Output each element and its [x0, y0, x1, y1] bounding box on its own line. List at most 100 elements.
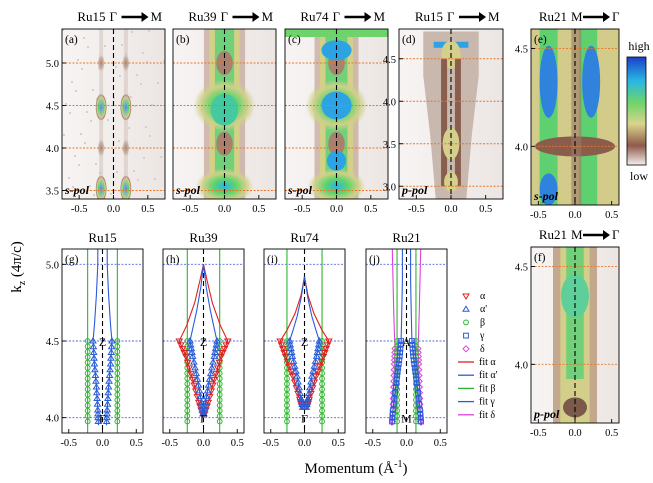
data-point [222, 342, 230, 349]
data-point [175, 338, 184, 345]
data-point [93, 394, 101, 401]
data-point [84, 413, 91, 420]
panel-e: -0.5 0.0 0.5 4.0 4.5 (e) Ru21 M Γs-pol [515, 9, 620, 221]
band-trace [454, 58, 461, 187]
panel-body [173, 29, 276, 199]
y-tick-label: 5.0 [46, 59, 59, 70]
x-tick-label: 0.5 [231, 438, 244, 449]
noise [116, 171, 118, 173]
x-tick-label: -0.5 [294, 204, 311, 215]
y-tick-label: 4.5 [46, 102, 59, 113]
data-point [412, 368, 419, 375]
legend-label: β [480, 317, 485, 328]
panel-h: ZΓ-0.5 0.0 0.5(h)Ru39 [161, 230, 245, 449]
data-point [84, 370, 91, 377]
data-point [107, 348, 116, 355]
data-point [295, 383, 303, 391]
data-point [210, 376, 219, 384]
data-point [394, 407, 400, 414]
x-axis-label: Momentum (Å-1) [305, 459, 408, 477]
x-tick-label: -0.5 [71, 204, 88, 215]
data-point [203, 386, 212, 394]
direction-from: Γ [333, 9, 341, 24]
data-point [102, 417, 111, 424]
data-point [104, 388, 113, 396]
legend-label: fit α [479, 357, 496, 368]
data-point [320, 350, 329, 357]
data-point [294, 391, 302, 398]
x-tick-label: 0.5 [479, 204, 492, 215]
panel-label: (j) [369, 254, 380, 266]
measured-area [423, 31, 479, 199]
data-point [183, 359, 192, 367]
data-point [280, 350, 289, 357]
y-tick-label: 4.0 [46, 414, 59, 425]
data-point [390, 407, 396, 413]
data-point [114, 413, 121, 420]
data-point [289, 357, 298, 364]
data-point [92, 388, 101, 396]
data-point [89, 337, 97, 344]
noise [75, 90, 77, 92]
data-point [84, 407, 91, 414]
data-point [397, 345, 404, 352]
noise [81, 68, 83, 70]
data-point [114, 391, 121, 398]
x-tick-label: 0.0 [197, 438, 210, 449]
data-point [397, 349, 403, 356]
data-point [204, 399, 213, 407]
hot-spot [539, 173, 558, 205]
x-tick-label: 0.0 [330, 204, 343, 215]
legend-label: α [480, 291, 486, 302]
data-point [284, 370, 290, 377]
data-point [223, 338, 232, 345]
data-point [213, 365, 222, 372]
intensity-spot [95, 174, 107, 199]
data-point [84, 359, 91, 366]
x-tick-label: 0.5 [364, 204, 377, 215]
data-point [390, 401, 397, 408]
data-point [319, 370, 325, 377]
data-point [307, 391, 315, 398]
data-point [410, 353, 417, 360]
data-point [114, 397, 121, 403]
colorbar [626, 56, 647, 166]
panel-body [531, 247, 619, 423]
data-point [208, 382, 217, 390]
data-point [292, 385, 301, 392]
arrow-head [364, 12, 372, 22]
noise [110, 193, 112, 195]
legend-label: γ [479, 331, 485, 342]
data-point [281, 353, 290, 361]
data-point [298, 403, 307, 410]
data-point [311, 357, 320, 364]
legend: α α' βγδ fit α fit α' fit β fit γ fit δ [458, 291, 498, 421]
band-trace [441, 58, 448, 187]
direction-from: M [571, 227, 583, 242]
data-point [389, 418, 395, 425]
direction-to: M [374, 9, 386, 24]
data-point [114, 343, 121, 350]
noise [62, 29, 64, 31]
arrow-head [252, 12, 260, 22]
data-point [283, 358, 292, 366]
data-point [319, 353, 328, 361]
polarization-label: s-pol [64, 183, 90, 197]
data-point [216, 397, 223, 403]
panel-body [62, 29, 165, 199]
data-point [84, 397, 91, 403]
y-tick-label: 4.0 [383, 97, 396, 108]
data-point [409, 338, 415, 344]
data-point [462, 345, 470, 353]
data-point [104, 383, 113, 390]
direction-to: Γ [612, 9, 620, 24]
legend-label: α' [480, 304, 487, 315]
data-point [391, 395, 398, 402]
panel-title: Ru39 [189, 230, 217, 245]
data-point [216, 402, 223, 409]
data-point [324, 338, 333, 345]
data-point [216, 370, 223, 377]
data-point [187, 371, 195, 378]
data-point [284, 391, 290, 398]
polarization-label: s-pol [287, 183, 313, 197]
